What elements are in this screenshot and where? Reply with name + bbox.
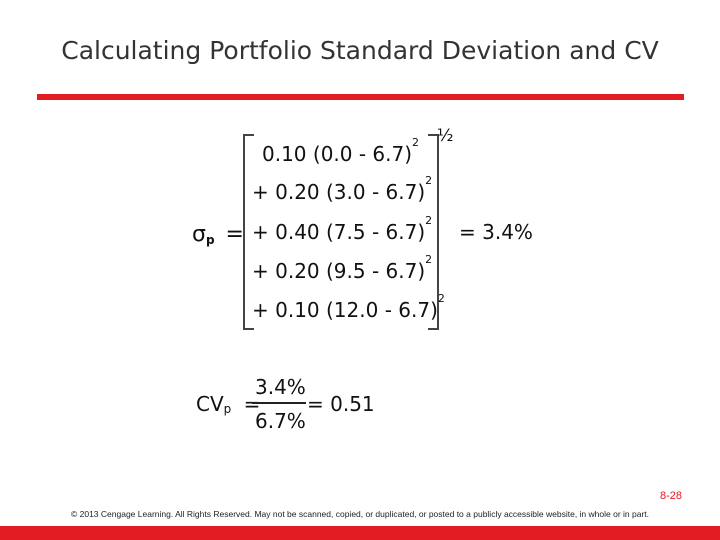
copyright-footer: © 2013 Cengage Learning. All Rights Rese…	[71, 509, 649, 519]
page-number: 8-28	[659, 490, 682, 502]
sigma-term-1: 0.10 (0.0 - 6.7)2	[262, 136, 419, 166]
cv-denominator: 6.7%	[255, 409, 306, 433]
sigma-term-4: + 0.20 (9.5 - 6.7)2	[252, 253, 432, 283]
left-bracket	[243, 134, 254, 330]
sigma-term-1-text: 0.10 (0.0 - 6.7)	[262, 142, 413, 166]
sigma-term-5: + 0.10 (12.0 - 6.7)2	[252, 292, 445, 322]
sigma-term-3-text: + 0.40 (7.5 - 6.7)	[252, 220, 426, 244]
cv-lhs: CVp =	[196, 392, 260, 416]
sigma-lhs: σp =	[192, 222, 244, 247]
bottom-accent-bar	[0, 526, 720, 540]
cv-subscript: p	[223, 402, 232, 416]
sigma-term-1-exp: 2	[412, 136, 420, 149]
cv-fraction-bar	[252, 402, 306, 404]
cv-label: CV	[196, 392, 224, 416]
sigma-term-5-exp: 2	[437, 292, 445, 305]
sigma-term-5-text: + 0.10 (12.0 - 6.7)	[252, 298, 438, 322]
sigma-subscript: p	[205, 233, 215, 247]
sigma-symbol: σ	[192, 222, 206, 247]
cv-numerator: 3.4%	[255, 375, 306, 399]
sigma-result: = 3.4%	[459, 220, 533, 244]
right-bracket	[428, 134, 439, 330]
sigma-equals: =	[225, 222, 244, 247]
title-divider	[37, 94, 684, 100]
sigma-term-2-exp: 2	[425, 174, 433, 187]
cv-equals: =	[243, 392, 261, 416]
sigma-term-4-text: + 0.20 (9.5 - 6.7)	[252, 259, 426, 283]
sigma-term-2: + 0.20 (3.0 - 6.7)2	[252, 174, 432, 204]
slide-title: Calculating Portfolio Standard Deviation…	[61, 36, 659, 65]
sigma-term-4-exp: 2	[425, 253, 433, 266]
cv-result: = 0.51	[307, 392, 375, 416]
sigma-term-2-text: + 0.20 (3.0 - 6.7)	[252, 180, 426, 204]
sigma-term-3-exp: 2	[425, 214, 433, 227]
sigma-term-3: + 0.40 (7.5 - 6.7)2	[252, 214, 432, 244]
sqrt-exponent: ½	[437, 126, 454, 146]
